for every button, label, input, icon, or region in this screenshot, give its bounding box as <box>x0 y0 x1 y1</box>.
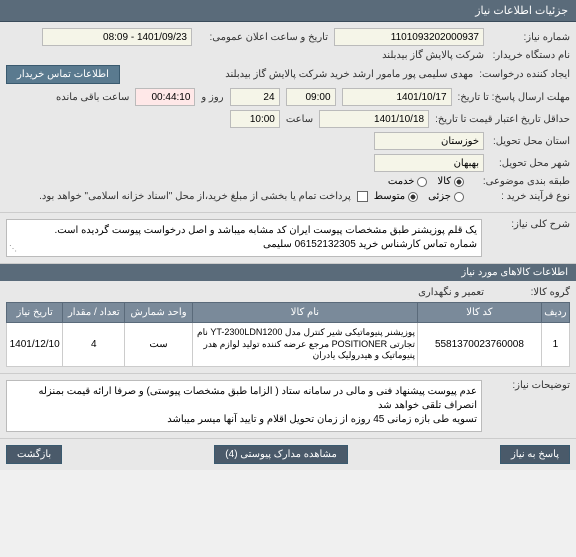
group-value: تعمیر و نگهداری <box>418 287 484 298</box>
cell-unit: ست <box>125 323 193 367</box>
province-label: استان محل تحویل: <box>490 136 570 147</box>
info-section: شماره نیاز: 1101093202000937 تاریخ و ساع… <box>0 22 576 213</box>
radio-dot-icon <box>408 192 418 202</box>
notes-section: توضیحات نیاز: عدم پیوست پیشنهاد فنی و ما… <box>0 374 576 439</box>
page-header: جزئیات اطلاعات نیاز <box>0 0 576 22</box>
description-section: شرح کلی نیاز: یک قلم پوزیشنر طبق مشخصات … <box>0 213 576 264</box>
response-time-field: 09:00 <box>286 88 336 106</box>
cell-name: پوزیشنر پنیوماتیکی شیر کنترل مدل YT-2300… <box>192 323 417 367</box>
table-header-row: ردیف کد کالا نام کالا واحد شمارش تعداد /… <box>7 303 570 323</box>
priority-radio-group: کالا خدمت <box>388 176 464 187</box>
notes-text: عدم پیوست پیشنهاد فنی و مالی در سامانه س… <box>39 386 478 425</box>
priority-option-label: خدمت <box>388 176 415 187</box>
footer: پاسخ به نیاز مشاهده مدارک پیوستی (4) باز… <box>0 439 576 470</box>
city-label: شهر محل تحویل: <box>490 158 570 169</box>
validity-time-field: 10:00 <box>230 110 280 128</box>
public-announce-field: 1401/09/23 - 08:09 <box>42 28 192 46</box>
process-label: نوع فرآیند خرید : <box>470 191 570 202</box>
description-title: شرح کلی نیاز: <box>490 219 570 230</box>
col-code: کد کالا <box>418 303 542 323</box>
remaining-time-field: 00:44:10 <box>135 88 195 106</box>
col-date: تاریخ نیاز <box>7 303 63 323</box>
process-option-jozi[interactable]: جزئی <box>428 191 464 202</box>
col-qty: تعداد / مقدار <box>63 303 125 323</box>
city-field: بهبهان <box>374 154 484 172</box>
public-announce-label: تاریخ و ساعت اعلان عمومی: <box>198 32 328 43</box>
niaz-number-label: شماره نیاز: <box>490 32 570 43</box>
radio-dot-icon <box>454 192 464 202</box>
col-name: نام کالا <box>192 303 417 323</box>
goods-section: گروه کالا: تعمیر و نگهداری ردیف کد کالا … <box>0 281 576 374</box>
resize-icon: ⋰ <box>9 243 17 254</box>
group-label: گروه کالا: <box>490 287 570 298</box>
remaining-label: ساعت باقی مانده <box>56 92 129 103</box>
buyer-org-label: نام دستگاه خریدار: <box>490 50 570 61</box>
contact-button[interactable]: اطلاعات تماس خریدار <box>6 65 120 84</box>
attachments-button[interactable]: مشاهده مدارک پیوستی (4) <box>214 445 348 464</box>
col-idx: ردیف <box>541 303 569 323</box>
table-row[interactable]: 1 5581370023760008 پوزیشنر پنیوماتیکی شی… <box>7 323 570 367</box>
cell-code: 5581370023760008 <box>418 323 542 367</box>
back-button[interactable]: بازگشت <box>6 445 62 464</box>
validity-time-label: ساعت <box>286 114 313 125</box>
goods-table: ردیف کد کالا نام کالا واحد شمارش تعداد /… <box>6 302 570 367</box>
goods-section-title: اطلاعات کالاهای مورد نیاز <box>0 264 576 281</box>
cell-date: 1401/12/10 <box>7 323 63 367</box>
priority-option-khedmat[interactable]: خدمت <box>388 176 428 187</box>
niaz-number-field: 1101093202000937 <box>334 28 484 46</box>
radio-dot-icon <box>417 177 427 187</box>
requester-label: ایجاد کننده درخواست: <box>479 69 570 80</box>
requester-value: مهدی سلیمی پور مامور ارشد خرید شرکت پالا… <box>126 69 473 80</box>
payment-checkbox[interactable] <box>357 191 368 202</box>
notes-label: توضیحات نیاز: <box>490 380 570 391</box>
province-field: خوزستان <box>374 132 484 150</box>
col-unit: واحد شمارش <box>125 303 193 323</box>
response-date-field: 1401/10/17 <box>342 88 452 106</box>
buyer-org-value: شرکت پالایش گاز بیدبلند <box>382 50 484 61</box>
priority-label: طبقه بندی موضوعی: <box>470 176 570 187</box>
days-label: روز و <box>201 92 223 103</box>
page-title: جزئیات اطلاعات نیاز <box>475 5 568 17</box>
validity-label: حداقل تاریخ اعتبار قیمت تا تاریخ: <box>435 114 570 125</box>
process-option-motavaset[interactable]: متوسط <box>374 191 418 202</box>
process-option-label: جزئی <box>428 191 451 202</box>
process-option-label: متوسط <box>374 191 405 202</box>
description-text: یک قلم پوزیشنر طبق مشخصات پیوست ایران کد… <box>55 225 477 250</box>
notes-box: عدم پیوست پیشنهاد فنی و مالی در سامانه س… <box>6 380 482 432</box>
cell-qty: 4 <box>63 323 125 367</box>
reply-button[interactable]: پاسخ به نیاز <box>500 445 570 464</box>
response-deadline-label: مهلت ارسال پاسخ: تا تاریخ: <box>458 92 570 103</box>
validity-date-field: 1401/10/18 <box>319 110 429 128</box>
priority-option-kala[interactable]: کالا <box>437 176 464 187</box>
payment-note: پرداخت تمام یا بخشی از مبلغ خرید،از محل … <box>39 191 351 202</box>
radio-dot-icon <box>454 177 464 187</box>
description-textarea[interactable]: یک قلم پوزیشنر طبق مشخصات پیوست ایران کد… <box>6 219 482 257</box>
priority-option-label: کالا <box>437 176 451 187</box>
process-radio-group: جزئی متوسط <box>374 191 464 202</box>
days-value-field: 24 <box>230 88 280 106</box>
cell-idx: 1 <box>541 323 569 367</box>
